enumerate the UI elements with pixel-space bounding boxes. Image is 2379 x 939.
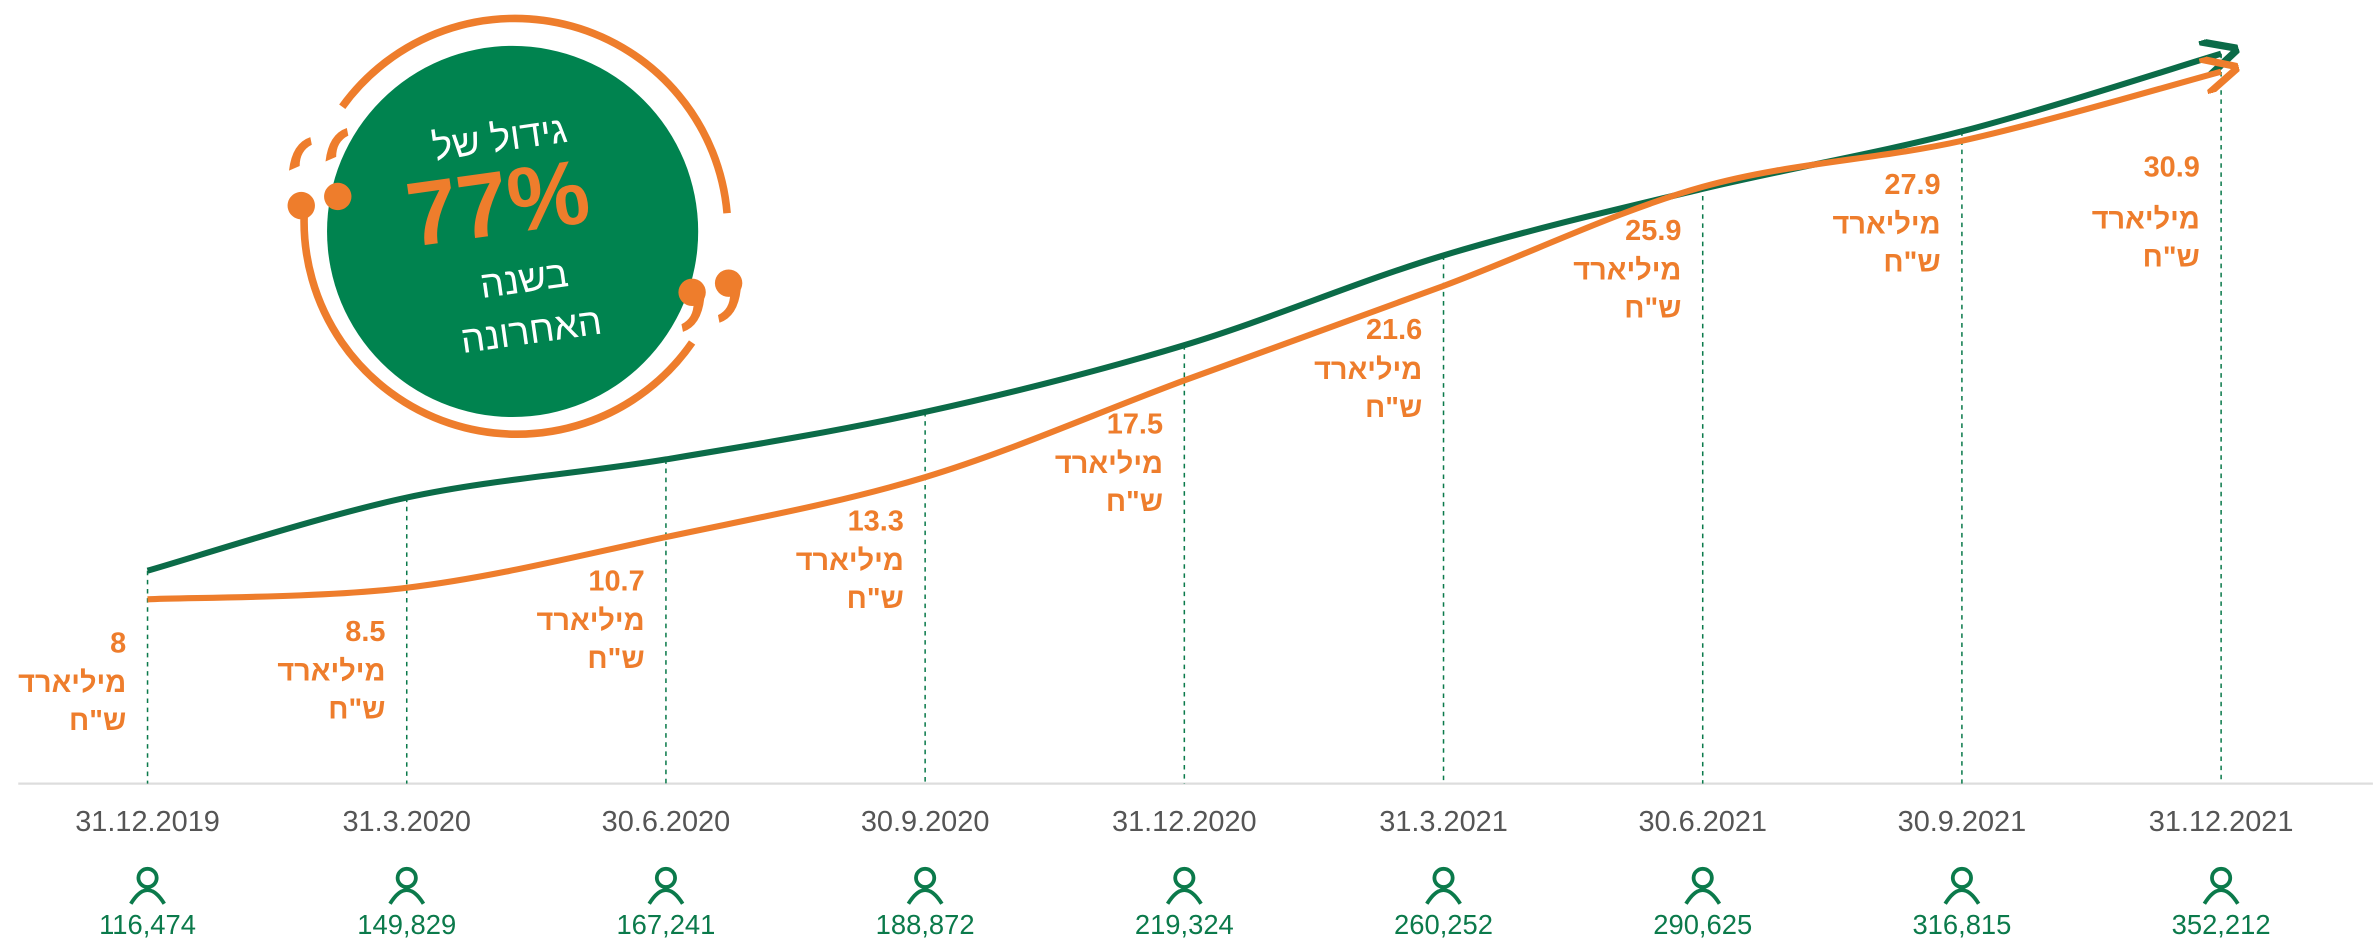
- x-tick-label: 30.9.2021: [1898, 806, 2027, 838]
- x-tick-label: 30.6.2021: [1638, 806, 1767, 838]
- value-label: 13.3: [848, 505, 904, 537]
- person-head: [1691, 866, 1714, 889]
- person-body: [1943, 888, 1981, 905]
- unit-label: מיליארד: [537, 605, 645, 637]
- currency-label: ש"ח: [2143, 241, 2200, 273]
- person-body: [129, 888, 166, 905]
- person-body: [1165, 888, 1203, 905]
- member-count: 316,815: [1912, 909, 2011, 939]
- currency-label: ש"ח: [847, 583, 904, 615]
- person-icon: [647, 866, 685, 905]
- series-line: [147, 72, 2222, 603]
- unit-label: מיליארד: [277, 656, 385, 688]
- x-tick-label: 30.6.2020: [602, 806, 731, 838]
- unit-label: מיליארד: [2092, 203, 2200, 235]
- value-label: 8.5: [345, 616, 385, 648]
- member-count: 290,625: [1653, 909, 1752, 939]
- badge-ring: [339, 14, 731, 214]
- value-label: 17.5: [1107, 409, 1163, 441]
- x-tick-label: 31.12.2021: [2149, 806, 2294, 838]
- badge-circle: [327, 45, 699, 418]
- currency-label: ש"ח: [1106, 486, 1163, 518]
- value-label: 10.7: [588, 565, 644, 597]
- person-body: [388, 888, 426, 905]
- unit-label: מיליארד: [18, 667, 126, 699]
- member-count: 149,829: [357, 909, 456, 939]
- person-head: [1173, 866, 1196, 889]
- member-count: 116,474: [99, 909, 196, 939]
- person-head: [2210, 866, 2233, 889]
- badge-growth: 77%: [400, 140, 595, 266]
- person-icon: [2202, 866, 2240, 905]
- person-icon: [906, 866, 944, 905]
- member-count: 352,212: [2172, 909, 2271, 939]
- member-count: 219,324: [1135, 909, 1234, 939]
- quote-close: [678, 269, 743, 332]
- currency-label: ש"ח: [328, 694, 385, 726]
- badge-ring: [300, 213, 696, 438]
- person-icon: [1684, 866, 1722, 905]
- value-label: 30.9: [2144, 152, 2200, 184]
- unit-label: מיליארד: [1833, 209, 1941, 241]
- value-label: 21.6: [1366, 314, 1422, 346]
- value-label: 8: [110, 628, 126, 660]
- value-label: 27.9: [1884, 169, 1940, 201]
- person-body: [2202, 888, 2240, 905]
- currency-label: ש"ח: [1365, 392, 1422, 424]
- person-head: [1432, 866, 1455, 889]
- badge: גידול של 77% בשנה האחרונה: [287, 14, 743, 438]
- person-icon: [1425, 866, 1462, 905]
- person-head: [136, 866, 159, 889]
- quote-open: [287, 128, 352, 220]
- currency-label: ש"ח: [1883, 247, 1940, 279]
- value-label: 25.9: [1625, 215, 1681, 247]
- unit-label: מיליארד: [1314, 354, 1422, 386]
- member-count: 188,872: [876, 909, 975, 939]
- person-body: [1425, 888, 1462, 905]
- x-tick-label: 31.3.2021: [1379, 806, 1508, 838]
- series-line: [146, 54, 2222, 574]
- person-body: [1684, 888, 1722, 905]
- x-tick-label: 31.12.2019: [75, 806, 220, 838]
- member-count: 260,252: [1394, 909, 1493, 939]
- currency-label: ש"ח: [587, 643, 644, 675]
- currency-label: ש"ח: [1624, 293, 1681, 325]
- person-icon: [388, 866, 426, 905]
- person-body: [647, 888, 685, 905]
- unit-label: מיליארד: [1573, 255, 1681, 287]
- person-icon: [129, 866, 166, 905]
- person-head: [1950, 866, 1973, 889]
- person-icon: [1943, 866, 1981, 905]
- x-tick-label: 31.12.2020: [1112, 806, 1257, 838]
- x-tick-label: 30.9.2020: [861, 806, 990, 838]
- person-icon: [1165, 866, 1203, 905]
- member-count: 167,241: [616, 909, 715, 939]
- currency-label: ש"ח: [69, 705, 126, 737]
- person-body: [906, 888, 944, 905]
- x-tick-label: 31.3.2020: [342, 806, 471, 838]
- person-head: [395, 866, 418, 889]
- unit-label: מיליארד: [1055, 448, 1163, 480]
- person-head: [654, 866, 677, 889]
- person-head: [914, 866, 937, 889]
- unit-label: מיליארד: [796, 545, 904, 577]
